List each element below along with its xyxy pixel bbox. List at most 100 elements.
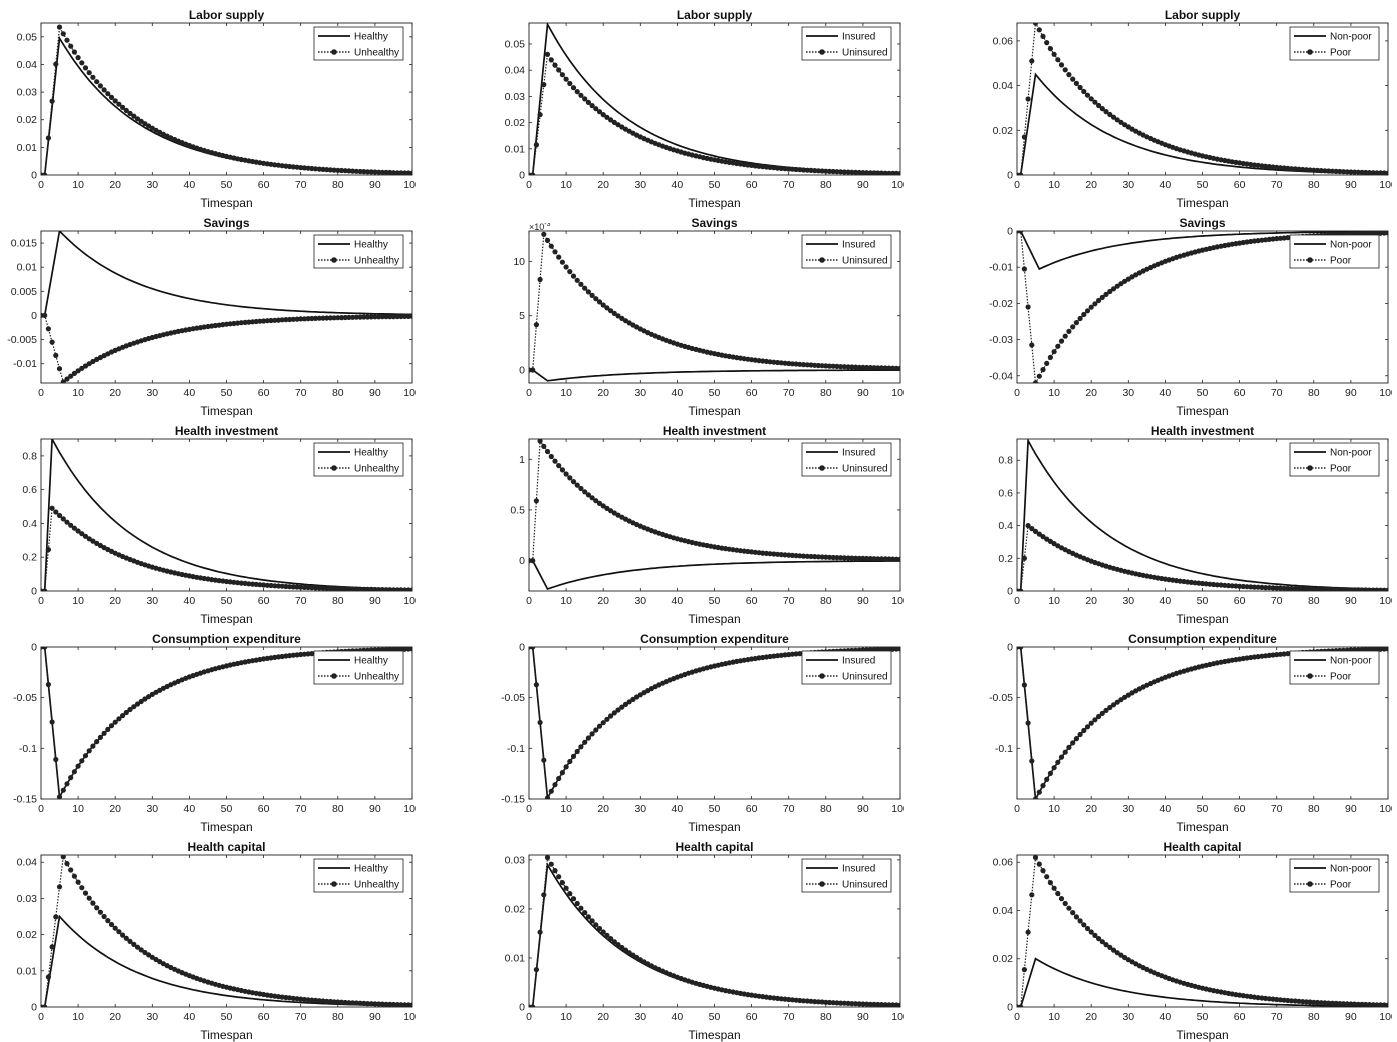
x-tick-label: 10 — [1048, 1011, 1060, 1023]
series-marker-unhealthy — [364, 1001, 371, 1007]
x-tick-label: 30 — [146, 803, 158, 815]
series-marker-unhealthy — [42, 647, 48, 650]
series-marker-uninsured — [582, 739, 588, 745]
series-marker-uninsured — [797, 997, 803, 1004]
series-marker-uninsured — [867, 365, 873, 371]
series-marker-uninsured — [845, 555, 851, 561]
series-marker-unhealthy — [301, 584, 307, 590]
legend: Non-poor Poor — [1289, 858, 1380, 893]
series-marker-unhealthy — [242, 319, 248, 325]
series-marker-poor — [1073, 736, 1079, 742]
series-marker-unhealthy — [376, 1001, 382, 1007]
y-tick-label: 0.04 — [17, 857, 38, 869]
series-marker-unhealthy — [105, 726, 111, 732]
series-marker-uninsured — [578, 92, 584, 98]
series-marker-unhealthy — [123, 709, 129, 716]
series-marker-uninsured — [596, 723, 603, 729]
series-marker-unhealthy — [320, 998, 326, 1004]
series-marker-poor — [1292, 998, 1298, 1004]
series-marker-uninsured — [878, 365, 884, 371]
x-tick-label: 30 — [146, 179, 158, 191]
x-tick-label: 70 — [783, 803, 795, 815]
series-marker-unhealthy — [146, 952, 152, 958]
x-tick-label: 90 — [857, 595, 869, 607]
series-marker-uninsured — [556, 463, 562, 469]
series-marker-poor — [1029, 892, 1035, 898]
x-tick-label: 0 — [1014, 1011, 1020, 1023]
series-marker-uninsured — [838, 555, 844, 561]
series-marker-poor — [1263, 585, 1269, 591]
legend-label: Insured — [842, 240, 875, 251]
series-marker-unhealthy — [120, 713, 126, 719]
series-marker-unhealthy — [82, 65, 89, 71]
series-marker-uninsured — [615, 707, 621, 713]
chart-panel-7: 0 10 20 30 40 50 60 70 80 90 100 0 0.2 0.4 0.6 0.8 Healt… — [22, 438, 416, 607]
series-marker-poor — [1385, 231, 1388, 236]
series-marker-uninsured — [856, 169, 862, 175]
series-marker-poor — [1055, 343, 1061, 349]
series-marker-unhealthy — [90, 900, 96, 906]
legend-label: Non-poor — [1330, 864, 1372, 875]
series-marker-unhealthy — [372, 1001, 378, 1007]
series-marker-uninsured — [864, 1001, 870, 1007]
series-marker-poor — [1029, 758, 1035, 764]
y-tick-label: 0.04 — [993, 905, 1014, 917]
series-marker-uninsured — [596, 500, 603, 506]
series-marker-uninsured — [611, 710, 617, 716]
x-tick-label: 60 — [746, 803, 758, 815]
series-marker-uninsured — [789, 552, 795, 558]
x-axis-label: Timespan — [200, 196, 253, 210]
series-marker-poor — [1084, 724, 1091, 730]
series-marker-poor — [1070, 910, 1076, 916]
series-marker-unhealthy — [142, 696, 148, 702]
series-marker-unhealthy — [298, 316, 304, 322]
series-marker-uninsured — [800, 362, 807, 368]
series-marker-poor — [1084, 308, 1091, 314]
series-marker-unhealthy — [60, 379, 66, 383]
series-marker-unhealthy — [376, 314, 382, 320]
series-marker-unhealthy — [79, 531, 85, 537]
y-tick-label: 0.8 — [22, 450, 37, 462]
legend-box — [1289, 234, 1380, 269]
series-marker-uninsured — [819, 168, 825, 174]
series-marker-poor — [1192, 580, 1198, 586]
x-tick-label: 0 — [38, 1011, 44, 1023]
legend-box — [313, 650, 404, 685]
series-marker-unhealthy — [364, 314, 371, 320]
series-marker-unhealthy — [246, 319, 252, 325]
series-marker-unhealthy — [346, 168, 352, 174]
y-tick-label: 0 — [519, 555, 525, 567]
series-marker-poor — [1092, 932, 1098, 938]
series-marker-unhealthy — [305, 316, 311, 322]
series-marker-uninsured — [589, 495, 595, 501]
x-tick-label: 80 — [1308, 595, 1320, 607]
x-tick-label: 10 — [72, 803, 84, 815]
series-marker-uninsured — [897, 647, 900, 652]
series-marker-unhealthy — [45, 547, 52, 553]
series-marker-unhealthy — [290, 584, 296, 590]
series-marker-unhealthy — [283, 317, 289, 323]
series-marker-unhealthy — [327, 167, 333, 173]
x-tick-label: 40 — [184, 1011, 196, 1023]
series-marker-unhealthy — [45, 326, 52, 332]
x-tick-label: 100 — [891, 595, 904, 607]
x-tick-label: 0 — [38, 387, 44, 399]
series-marker-unhealthy — [86, 748, 92, 754]
series-marker-uninsured — [600, 112, 606, 118]
series-marker-poor — [1303, 999, 1309, 1005]
series-marker-uninsured — [838, 364, 844, 370]
y-tick-label: 0.02 — [17, 114, 38, 126]
x-tick-label: 60 — [1234, 179, 1246, 191]
x-tick-label: 60 — [746, 1011, 758, 1023]
y-tick-label: 0 — [1007, 642, 1013, 654]
series-marker-uninsured — [615, 512, 621, 518]
y-tick-label: 5 — [519, 310, 525, 322]
series-marker-uninsured — [604, 114, 610, 120]
x-tick-label: 90 — [857, 387, 869, 399]
series-line-healthy — [41, 231, 412, 317]
series-marker-unhealthy — [238, 580, 244, 586]
series-marker-uninsured — [541, 443, 547, 449]
chart-panel-6: 0 10 20 30 40 50 60 70 80 90 100 -0.04 -0.03 -0.02 -0.… — [989, 226, 1392, 400]
series-marker-unhealthy — [60, 31, 66, 37]
series-marker-uninsured — [860, 555, 866, 561]
